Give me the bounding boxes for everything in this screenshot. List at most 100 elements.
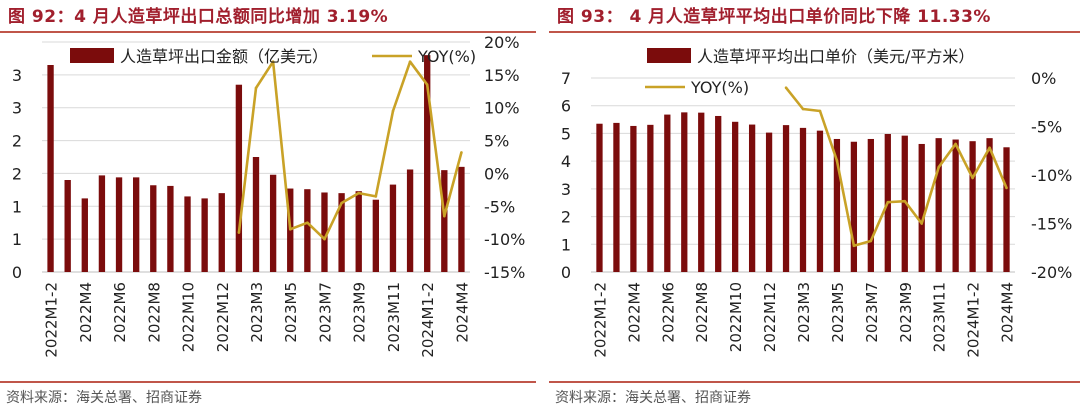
bar-2022M3 (64, 180, 71, 272)
y-left-tick-label: 3 (12, 99, 22, 118)
yoy-point-2023M6 (852, 244, 856, 248)
bar-2022M4 (81, 198, 88, 272)
y-left-tick-label: 0 (561, 263, 571, 282)
yoy-point-2023M8 (886, 200, 890, 204)
bar-2023M8 (338, 193, 345, 272)
y-left-tick-label: 5 (561, 124, 571, 143)
y-left-tick-label: 2 (561, 208, 571, 227)
source-note: 资料来源：海关总署、招商证券 (555, 390, 751, 406)
y-right-tick-label: 5% (484, 132, 509, 151)
y-left-tick-label: 1 (12, 230, 22, 249)
title-divider (549, 31, 1080, 33)
yoy-point-2023M4 (818, 109, 822, 113)
yoy-point-2023M12 (408, 60, 412, 64)
bar-2022M8 (698, 112, 705, 273)
x-tick-label: 2023M3 (795, 282, 813, 343)
chart-panel-unit-price: 图 93： 4 月人造草坪平均出口单价同比下降 11.33% 0 1 2 3 4 5 6 7 -… (549, 0, 1080, 409)
bar-2022M6 (115, 177, 123, 272)
y-left-tick-label: 2 (12, 164, 22, 183)
bar-2022M5 (98, 175, 106, 272)
yoy-point-2024M1-2 (425, 83, 429, 87)
yoy-point-2023M12 (954, 142, 957, 146)
x-tick-label: 2022M8 (145, 282, 163, 343)
bar-2022M7 (132, 177, 140, 272)
y-left-tick-label: 1 (561, 235, 571, 254)
x-tick-label: 2024M4 (453, 282, 471, 343)
bar-2024M4 (1003, 147, 1010, 272)
yoy-point-2023M7 (323, 237, 326, 241)
x-tick-label: 2022M1-2 (43, 282, 61, 358)
bar-2022M10 (732, 121, 739, 272)
x-tick-label: 2023M7 (863, 282, 881, 343)
bar-2024M1-2 (424, 55, 431, 273)
bar-2023M10 (918, 143, 925, 272)
yoy-point-2023M9 (357, 191, 361, 195)
x-tick-label: 2024M1-2 (965, 282, 983, 358)
yoy-point-2024M4 (460, 151, 463, 154)
legend-swatch-bar (70, 48, 114, 63)
unit-price-chart: 0 1 2 3 4 5 6 7 -20% -15% -10% -5% 0% 2022M1-2 2022M4 2… (561, 47, 1073, 358)
bar-2023M1-2 (782, 125, 790, 272)
y-right-tick-label: -20% (1031, 263, 1072, 282)
bar-2024M3 (986, 138, 993, 272)
yoy-point-2023M4 (271, 60, 275, 64)
x-tick-label: 2023M11 (931, 282, 949, 352)
source-divider (549, 381, 1080, 383)
x-tick-label: 2023M9 (351, 282, 369, 343)
y-right-tick-label: 0% (484, 164, 509, 183)
y-left-tick-label: 7 (561, 69, 571, 88)
bar-2022M12 (765, 132, 773, 272)
x-tick-label: 2023M7 (316, 282, 334, 343)
x-tick-label: 2023M3 (248, 282, 266, 343)
y-right-tick-label: 20% (484, 36, 520, 52)
y-left-tick-label: 4 (561, 152, 571, 171)
bar-2022M4 (630, 125, 637, 273)
yoy-point-2024M3 (443, 214, 446, 218)
yoy-point-2024M1-2 (971, 176, 974, 180)
x-tick-label: 2024M4 (999, 282, 1017, 343)
yoy-point-2023M5 (288, 227, 292, 231)
bar-2023M7 (867, 138, 874, 272)
bar-2022M3 (613, 122, 620, 272)
bar-2022M8 (150, 185, 157, 272)
bar-2023M6 (304, 189, 311, 272)
chart-title: 图 92：4 月人造草坪出口总额同比增加 3.19% (8, 7, 389, 27)
y-right-tick-label: -5% (484, 197, 515, 216)
bar-2023M10 (372, 199, 380, 272)
x-tick-label: 2022M10 (727, 282, 745, 352)
x-tick-label: 2022M12 (214, 282, 232, 352)
bar-2024M3 (441, 170, 448, 272)
x-tick-label: 2022M4 (77, 282, 95, 343)
y-right-tick-label: -15% (1031, 215, 1072, 234)
bar-2023M3 (799, 127, 807, 272)
x-tick-label: 2022M6 (659, 282, 677, 343)
yoy-point-2023M7 (869, 239, 873, 243)
bar-2023M11 (389, 184, 397, 272)
yoy-point-2023M5 (835, 159, 839, 162)
x-tick-label: 2023M11 (385, 282, 403, 352)
bar-2023M12 (406, 169, 414, 272)
bar-2022M5 (647, 124, 654, 272)
x-tick-label: 2022M4 (625, 282, 643, 343)
y-left-tick-label: 3 (561, 180, 571, 199)
x-tick-label: 2022M8 (693, 282, 711, 343)
chart-panel-export-value: 图 92：4 月人造草坪出口总额同比增加 3.19% 0 1 1 2 2 3 3 -15% -1… (0, 0, 536, 409)
y-left-tick-label: 0 (12, 263, 22, 282)
export-value-chart: 0 1 1 2 2 3 3 -15% -10% -5% 0% 5% 10% 15% 20% 2022M1-2 2… (12, 36, 526, 358)
bar-2022M7 (681, 112, 688, 272)
chart-title: 图 93： 4 月人造草坪平均出口单价同比下降 11.33% (557, 7, 991, 27)
y-left-tick-label: 3 (12, 66, 22, 85)
y-right-tick-label: 0% (1031, 69, 1056, 88)
legend-label-line: YOY(%) (690, 78, 749, 97)
bar-2024M1-2 (969, 141, 976, 272)
bar-2022M1-2 (596, 123, 603, 272)
x-tick-label: 2022M6 (111, 282, 129, 343)
bar-2023M9 (355, 191, 362, 272)
bar-2022M9 (167, 185, 174, 272)
yoy-point-2023M6 (306, 221, 309, 225)
y-left-tick-label: 6 (561, 97, 571, 116)
bar-2023M3 (252, 157, 260, 272)
yoy-series-line (237, 60, 463, 241)
bar-2023M4 (816, 130, 824, 272)
yoy-point-2023M1-2 (784, 86, 788, 89)
